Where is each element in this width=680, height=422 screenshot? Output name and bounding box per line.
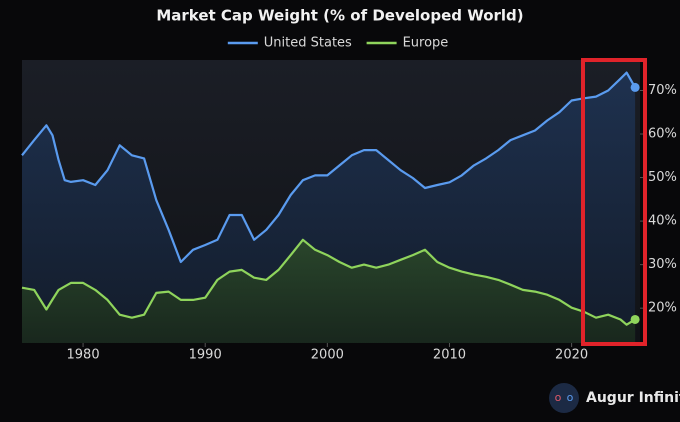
y-tick-label: 60% bbox=[648, 127, 677, 142]
legend-label: Europe bbox=[403, 36, 449, 51]
chart-title: Market Cap Weight (% of Developed World) bbox=[156, 7, 523, 25]
x-tick-label: 2010 bbox=[433, 348, 466, 363]
highlight-box bbox=[581, 58, 647, 346]
end-dot bbox=[630, 314, 640, 324]
x-tick-label: 1990 bbox=[189, 348, 222, 363]
series-line bbox=[21, 71, 637, 264]
series-line bbox=[21, 238, 636, 326]
x-tick-label: 1980 bbox=[67, 348, 100, 363]
logo-ring: o bbox=[567, 391, 574, 404]
logo-ring: o bbox=[555, 391, 562, 404]
x-tick-label: 2000 bbox=[311, 348, 344, 363]
end-dot bbox=[630, 82, 640, 92]
y-tick-label: 50% bbox=[648, 170, 677, 185]
brand: Augur Infinity bbox=[586, 390, 680, 406]
logo-icon bbox=[549, 383, 579, 413]
y-tick-label: 20% bbox=[648, 301, 677, 316]
area bbox=[22, 239, 636, 343]
y-tick-label: 30% bbox=[648, 257, 677, 272]
x-tick-label: 2020 bbox=[555, 348, 588, 363]
y-tick-label: 40% bbox=[648, 214, 677, 229]
legend-label: United States bbox=[264, 36, 352, 51]
y-tick-label: 70% bbox=[648, 83, 677, 98]
